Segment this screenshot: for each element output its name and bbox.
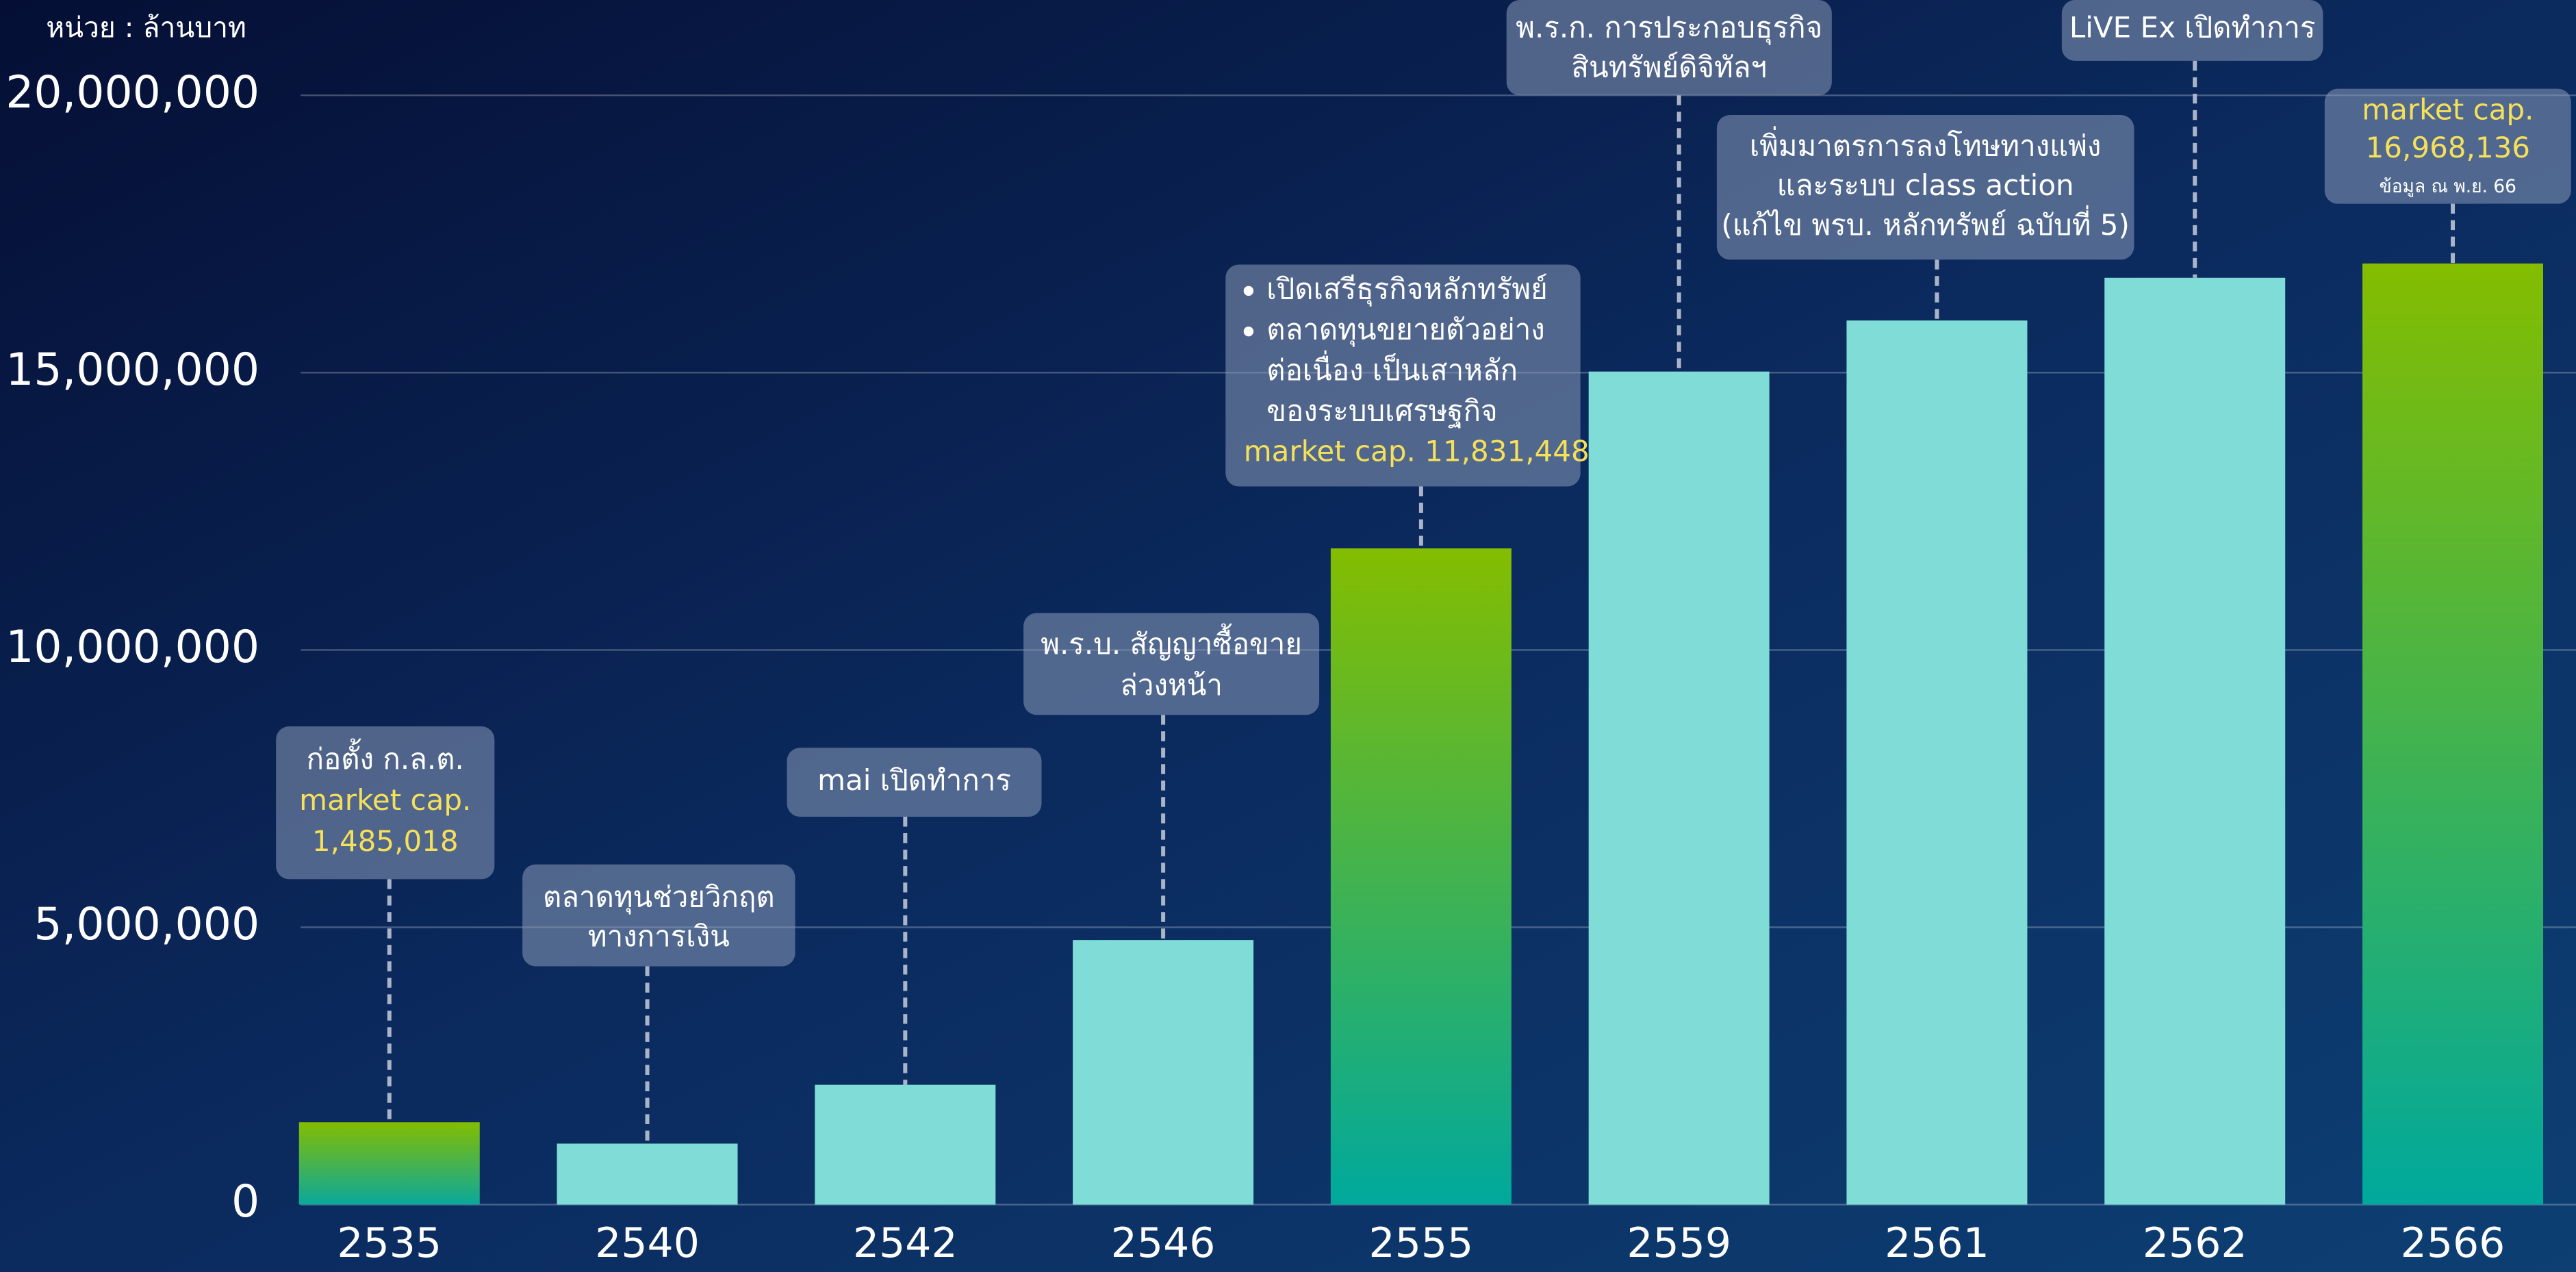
x-tick-label: 2535 (337, 1219, 442, 1267)
annotation-box (1225, 264, 1581, 487)
annotation-text: ตลาดทุนขยายตัวอย่าง (1266, 313, 1545, 348)
annotation-box (522, 864, 795, 967)
annotation-text: LiVE Ex เปิดทำการ (2069, 11, 2316, 44)
y-tick-label: 15,000,000 (5, 344, 259, 396)
bullet (1243, 285, 1254, 296)
bar (2104, 277, 2286, 1205)
x-tick-label: 2562 (2143, 1219, 2247, 1267)
y-tick-label: 5,000,000 (34, 899, 259, 950)
annotation-text: สินทรัพย์ดิจิทัลฯ (1571, 50, 1767, 84)
bar (1073, 940, 1254, 1205)
y-tick-label: 20,000,000 (5, 67, 259, 118)
annotation-box (1023, 613, 1320, 715)
bullet (1243, 326, 1254, 337)
x-tick-label: 2540 (595, 1219, 700, 1267)
bar (815, 1084, 996, 1205)
annotation-box (1506, 0, 1832, 96)
annotation-text: ของระบบเศรษฐกิจ (1266, 394, 1497, 428)
x-tick-label: 2542 (853, 1219, 958, 1267)
annotation-text: ล่วงหน้า (1120, 668, 1223, 702)
annotation-box (2061, 0, 2323, 61)
annotation-text: mai เปิดทำการ (817, 763, 1011, 797)
bar (2362, 263, 2544, 1205)
bar (1846, 320, 2028, 1205)
annotation-text: เพิ่มมาตรการลงโทษทางแพ่ง (1750, 127, 2102, 163)
annotation-text: ต่อเนื่อง เป็นเสาหลัก (1266, 351, 1518, 387)
annotation-text: market cap. (299, 783, 471, 817)
annotation-text: ทางการเงิน (588, 919, 730, 953)
annotation-text: market cap. 11,831,448 (1244, 435, 1590, 468)
x-tick-label: 2561 (1885, 1219, 1989, 1267)
bar (557, 1143, 738, 1205)
annotation-text: 16,968,136 (2366, 131, 2530, 164)
x-tick-label: 2555 (1369, 1219, 1474, 1267)
annotation-text: เปิดเสรีธุรกิจหลักทรัพย์ (1266, 272, 1547, 307)
annotation-text: market cap. (2362, 93, 2534, 127)
annotation-text: (แก้ไข พรบ. หลักทรัพย์ ฉบับที่ 5) (1721, 205, 2129, 242)
x-tick-label: 2559 (1627, 1219, 1731, 1267)
bar (1330, 548, 1512, 1205)
bar (1588, 371, 1770, 1205)
unit-label: หน่วย : ล้านบาท (46, 11, 246, 44)
annotation-box (1716, 115, 2134, 260)
annotation-text: ก่อตั้ง ก.ล.ต. (307, 738, 464, 776)
annotation-text: 1,485,018 (312, 824, 459, 858)
annotation-box (787, 748, 1042, 817)
x-tick-label: 2566 (2401, 1219, 2505, 1267)
x-tick-label: 2546 (1111, 1219, 1216, 1267)
bar (298, 1122, 480, 1205)
annotation-text: ตลาดทุนช่วยวิกฤต (543, 880, 775, 915)
annotation-text: พ.ร.บ. สัญญาซื้อขาย (1041, 623, 1302, 661)
annotation-box (2324, 88, 2571, 204)
y-tick-label: 10,000,000 (5, 622, 259, 673)
annotation-box (276, 726, 495, 880)
annotation-text: และระบบ class action (1777, 168, 2074, 202)
annotation-text: พ.ร.ก. การประกอบธุรกิจ (1516, 11, 1822, 46)
y-tick-label: 0 (231, 1176, 259, 1228)
annotation-text: ข้อมูล ณ พ.ย. 66 (2380, 176, 2516, 197)
